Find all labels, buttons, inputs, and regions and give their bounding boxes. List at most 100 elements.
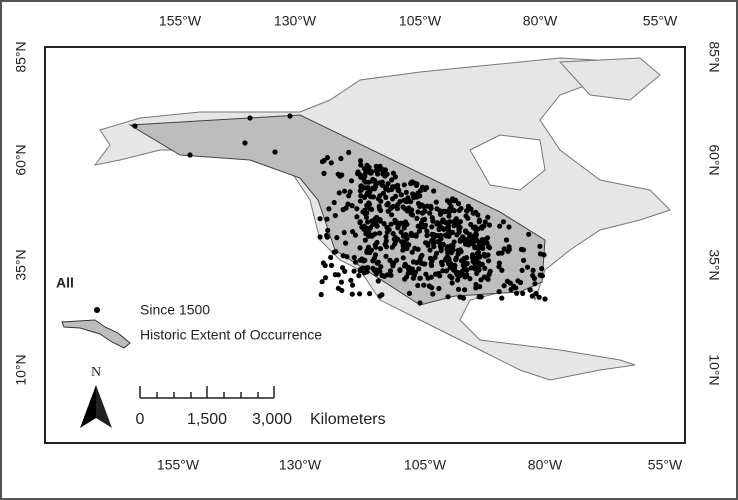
lat-label: 10°N — [13, 354, 29, 385]
occurrence-point — [369, 218, 375, 224]
occurrence-point — [424, 228, 430, 234]
occurrence-point — [464, 260, 470, 267]
occurrence-point — [355, 171, 361, 177]
occurrence-point — [390, 203, 396, 210]
occurrence-point — [478, 277, 484, 283]
occurrence-point — [363, 170, 369, 176]
occurrence-point — [415, 223, 421, 229]
occurrence-point — [382, 241, 388, 247]
occurrence-point — [421, 203, 427, 210]
occurrence-point — [474, 250, 480, 257]
hudson-bay — [469, 134, 546, 191]
occurrence-point — [426, 283, 432, 289]
occurrence-point — [450, 207, 457, 213]
occurrence-point — [395, 225, 401, 231]
occurrence-point — [378, 264, 384, 270]
occurrence-point — [401, 225, 407, 231]
occurrence-point — [406, 205, 412, 211]
occurrence-point — [425, 242, 431, 248]
occurrence-point — [187, 152, 193, 158]
occurrence-point — [439, 225, 445, 231]
occurrence-point — [484, 275, 490, 281]
occurrence-point — [473, 209, 479, 215]
lon-label: 155°W — [159, 13, 202, 29]
occurrence-points — [132, 113, 548, 306]
occurrence-point — [499, 295, 505, 301]
occurrence-point — [362, 257, 368, 263]
lon-labels-top: 155°W 130°W 105°W 80°W 55°W — [159, 13, 678, 29]
occurrence-point — [322, 262, 328, 269]
occurrence-point — [322, 275, 329, 281]
occurrence-point — [362, 194, 368, 200]
occurrence-point — [403, 189, 409, 195]
occurrence-point — [455, 200, 461, 207]
occurrence-point — [454, 232, 460, 238]
occurrence-point — [410, 275, 416, 281]
occurrence-point — [387, 257, 393, 263]
occurrence-point — [382, 167, 388, 173]
occurrence-point — [445, 294, 451, 300]
occurrence-point — [399, 239, 405, 245]
occurrence-point — [433, 250, 440, 256]
occurrence-point — [496, 260, 502, 266]
occurrence-point — [431, 188, 437, 194]
occurrence-point — [429, 215, 435, 221]
occurrence-point — [287, 113, 293, 119]
occurrence-point — [385, 200, 391, 207]
occurrence-point — [338, 279, 344, 285]
occurrence-point — [418, 188, 424, 194]
occurrence-point — [400, 247, 406, 253]
occurrence-point — [325, 227, 331, 233]
occurrence-point — [486, 245, 493, 251]
occurrence-point — [487, 268, 493, 274]
occurrence-point — [530, 272, 536, 279]
occurrence-point — [387, 268, 394, 274]
occurrence-point — [352, 232, 358, 238]
occurrence-point — [373, 163, 379, 169]
occurrence-point — [515, 278, 521, 284]
occurrence-point — [427, 210, 433, 216]
occurrence-point — [361, 226, 367, 232]
occurrence-point — [401, 197, 407, 203]
occurrence-point — [344, 254, 350, 260]
occurrence-point — [402, 219, 409, 225]
lat-labels-right: 85°N 60°N 35°N 10°N — [706, 41, 722, 385]
legend-label: Since 1500 — [140, 302, 210, 318]
occurrence-point — [423, 271, 429, 277]
occurrence-point — [457, 247, 463, 253]
occurrence-point — [425, 275, 431, 281]
occurrence-point — [445, 223, 452, 229]
occurrence-point — [408, 211, 414, 217]
occurrence-point — [473, 245, 479, 251]
occurrence-point — [391, 260, 397, 266]
occurrence-point — [379, 272, 385, 278]
lon-labels-bottom: 155°W 130°W 105°W 80°W 55°W — [157, 457, 683, 473]
occurrence-point — [384, 171, 390, 177]
occurrence-point — [485, 214, 491, 220]
occurrence-point — [438, 259, 445, 265]
occurrence-point — [412, 245, 418, 251]
occurrence-point — [429, 231, 435, 237]
occurrence-point — [527, 287, 533, 293]
occurrence-point — [457, 294, 463, 300]
lat-label: 85°N — [13, 41, 29, 72]
lon-label: 155°W — [157, 457, 200, 473]
occurrence-point — [524, 264, 531, 270]
occurrence-point — [434, 206, 440, 212]
occurrence-point — [421, 282, 427, 288]
occurrence-point — [404, 235, 410, 242]
occurrence-point — [511, 283, 517, 289]
occurrence-point — [447, 200, 453, 206]
occurrence-point — [400, 255, 406, 261]
occurrence-point — [376, 180, 382, 186]
occurrence-point — [458, 237, 465, 244]
occurrence-point — [448, 261, 454, 267]
occurrence-point — [521, 257, 527, 263]
occurrence-point — [416, 228, 422, 234]
occurrence-point — [446, 247, 452, 253]
historic-extent — [128, 114, 546, 306]
occurrence-point — [349, 203, 355, 209]
occurrence-point — [486, 258, 492, 264]
occurrence-point — [347, 189, 353, 195]
scale-bar — [139, 386, 275, 399]
